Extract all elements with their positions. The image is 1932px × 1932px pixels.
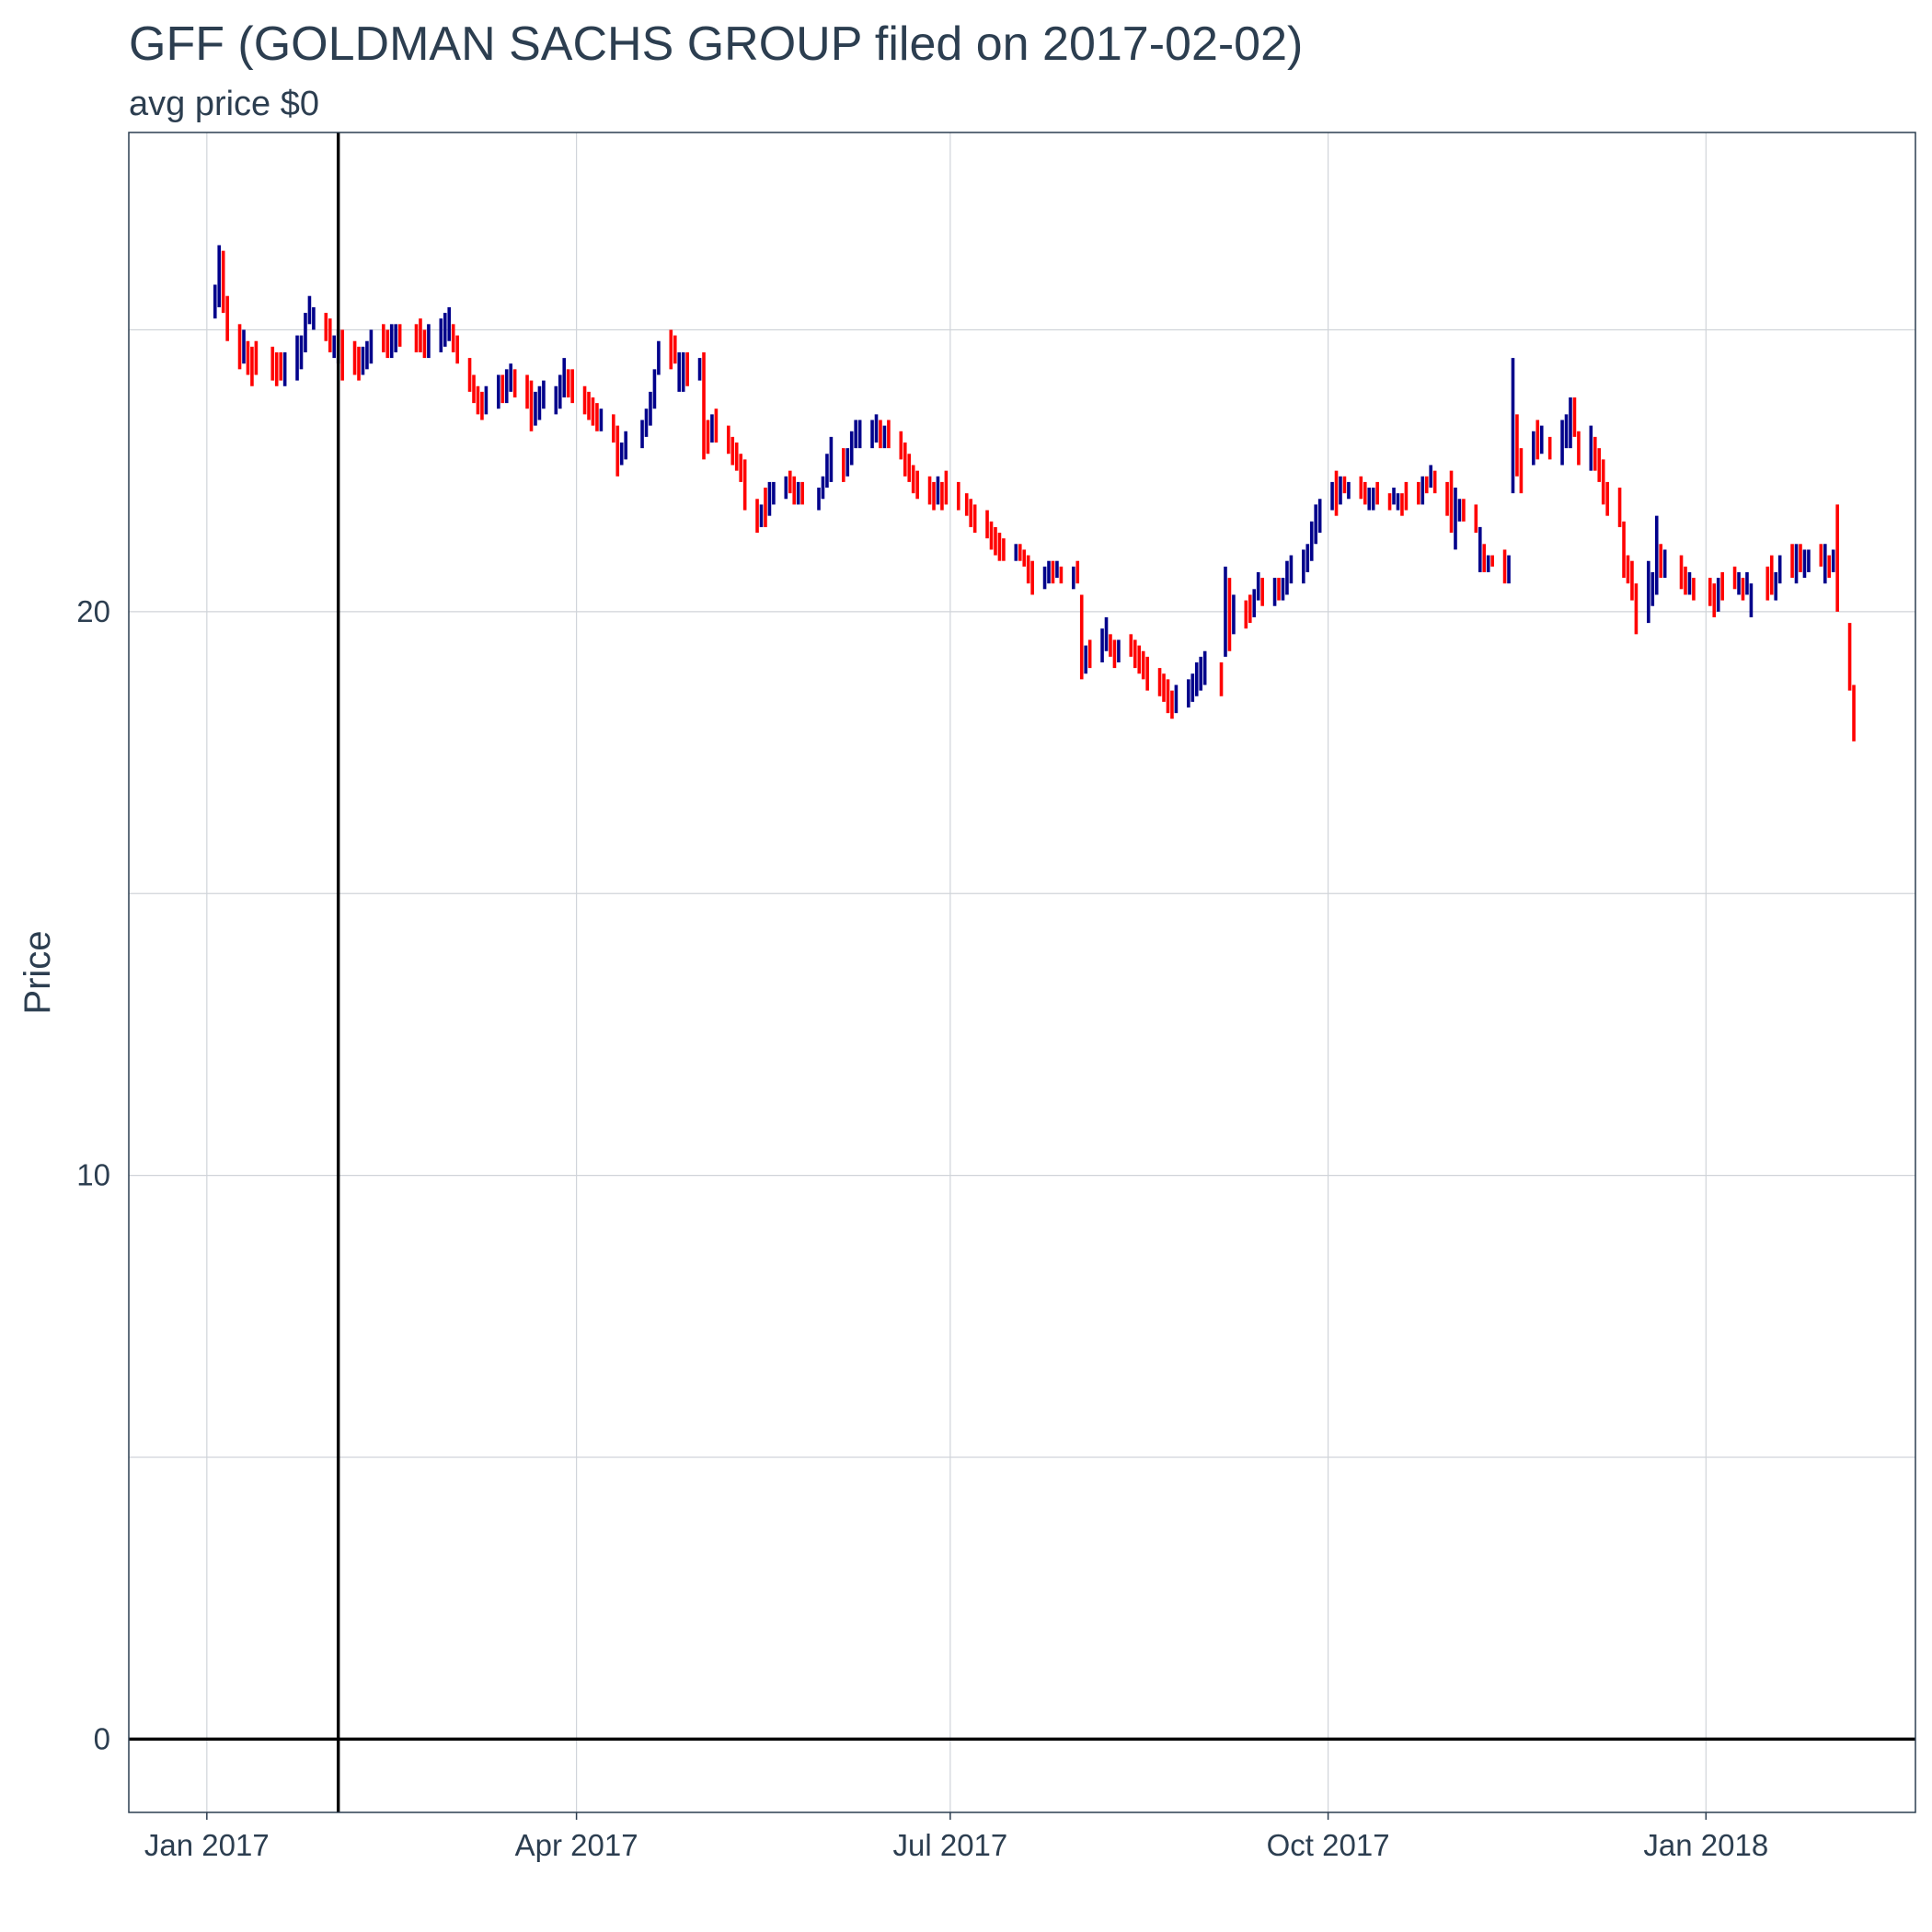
x-tick-label: Oct 2017 xyxy=(1267,1828,1390,1862)
price-bars xyxy=(213,245,1856,742)
plot-border xyxy=(128,132,1916,1813)
y-tick-label: 0 xyxy=(94,1721,110,1755)
grid xyxy=(129,132,1915,1812)
x-tick-label: Jan 2017 xyxy=(144,1828,270,1862)
x-axis-ticks: Jan 2017 Apr 2017 Jul 2017 Oct 2017 Jan 2018 xyxy=(144,1812,1768,1862)
y-tick-label: 10 xyxy=(76,1158,110,1192)
x-tick-label: Jul 2017 xyxy=(892,1828,1007,1862)
y-axis-ticks: 0 10 20 xyxy=(76,594,110,1756)
chart-subtitle: avg price $0 xyxy=(129,85,320,123)
y-axis-title: Price xyxy=(17,930,58,1014)
x-tick-label: Apr 2017 xyxy=(515,1828,638,1862)
y-tick-label: 20 xyxy=(76,594,110,628)
reference-lines xyxy=(129,132,1915,1812)
x-tick-label: Jan 2018 xyxy=(1643,1828,1768,1862)
chart-title: GFF (GOLDMAN SACHS GROUP filed on 2017-0… xyxy=(129,17,1304,71)
